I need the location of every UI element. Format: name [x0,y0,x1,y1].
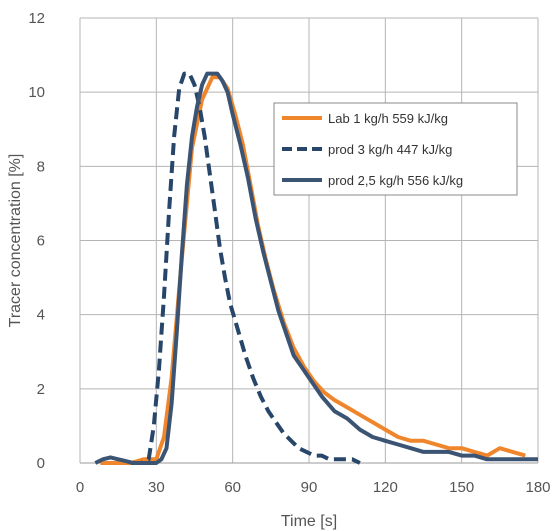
y-tick-label: 8 [37,158,45,175]
y-tick-label: 0 [37,455,45,472]
x-tick-label: 0 [76,479,84,496]
y-tick-label: 10 [28,84,45,101]
x-tick-label: 180 [525,479,550,496]
y-tick-label: 2 [37,381,45,398]
y-tick-label: 4 [37,307,45,324]
y-axis-label: Tracer concentration [%] [7,154,24,328]
legend-label-2: prod 3 kg/h 447 kJ/kg [328,142,452,157]
x-axis-label: Time [s] [281,513,337,530]
series-line-2 [130,71,361,465]
legend: Lab 1 kg/h 559 kJ/kg prod 3 kg/h 447 kJ/k… [273,102,518,196]
tick-labels: 0 30 60 90 120 150 180 0 2 4 6 8 10 12 [28,10,550,496]
legend-label-3: prod 2,5 kg/h 556 kJ/kg [328,173,463,188]
y-tick-label: 6 [37,233,45,250]
series-lines [94,71,538,465]
legend-items: Lab 1 kg/h 559 kJ/kg prod 3 kg/h 447 kJ/k… [282,111,463,188]
series-line-3 [94,71,538,465]
x-tick-label: 150 [449,479,474,496]
x-tick-label: 30 [148,479,165,496]
x-tick-label: 90 [301,479,318,496]
y-tick-label: 12 [28,10,45,27]
legend-label-1: Lab 1 kg/h 559 kJ/kg [328,111,448,126]
x-tick-label: 60 [224,479,241,496]
x-tick-label: 120 [373,479,398,496]
